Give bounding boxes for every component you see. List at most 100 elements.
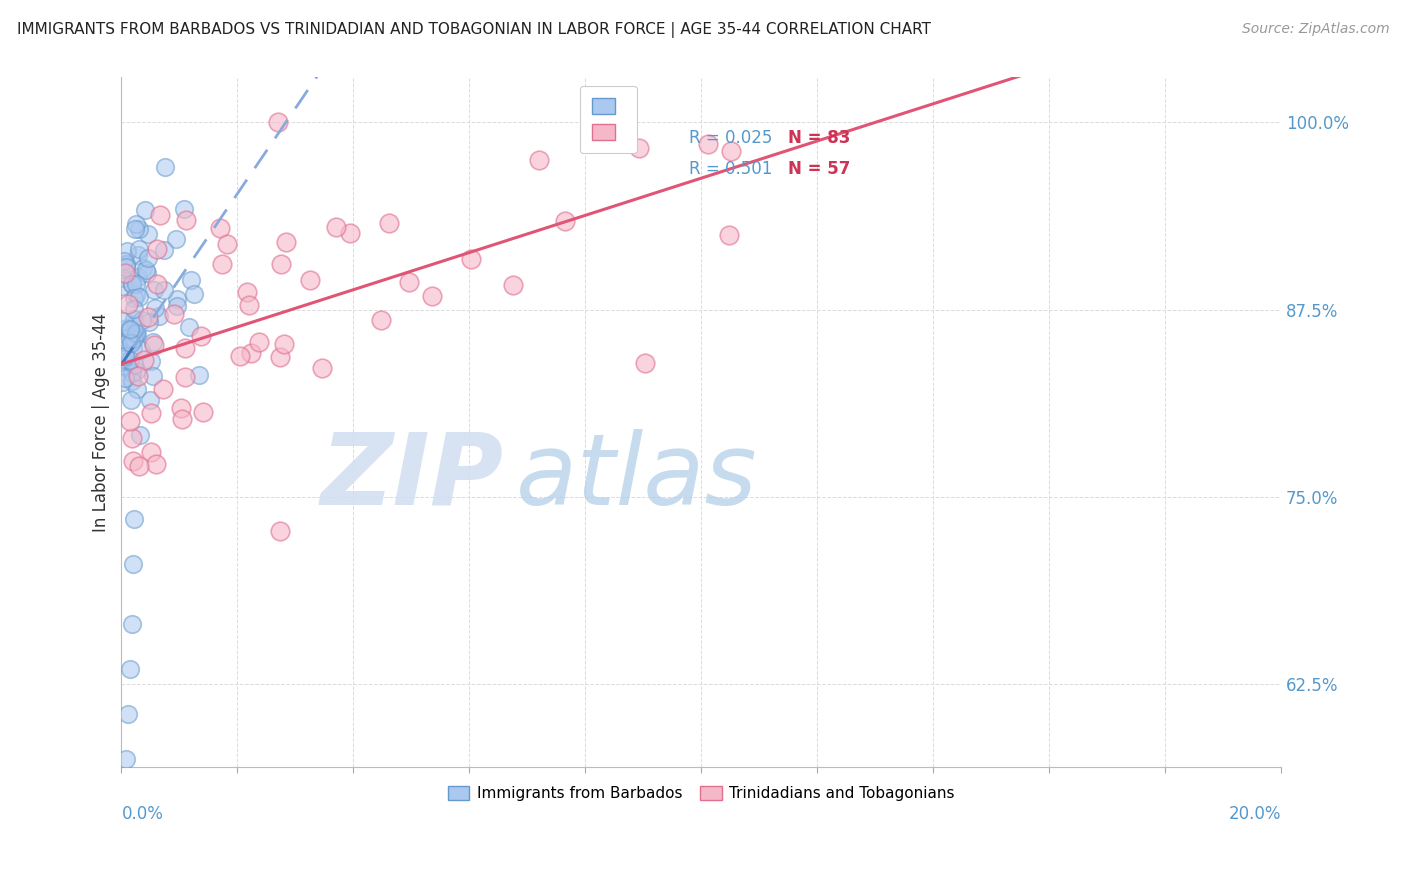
Point (128, 459, 150, 474)
Point (114, 338, 136, 352)
Point (121, 342, 143, 356)
Point (139, 406, 162, 420)
Point (148, 309, 170, 323)
Point (129, 343, 152, 358)
Point (118, 414, 141, 428)
Point (111, 351, 134, 366)
Point (128, 290, 150, 304)
Point (128, 222, 150, 236)
Text: N = 57: N = 57 (787, 160, 851, 178)
Point (136, 227, 159, 242)
Point (143, 338, 166, 352)
Point (127, 248, 149, 262)
Point (136, 251, 159, 265)
Point (139, 393, 162, 408)
Point (120, 330, 142, 344)
Text: N = 83: N = 83 (787, 128, 851, 146)
Point (598, 128, 620, 142)
Point (125, 288, 148, 302)
Point (325, 219, 347, 234)
Point (121, 277, 143, 292)
Point (111, 314, 134, 328)
Point (132, 352, 155, 367)
Point (114, 370, 136, 384)
Point (145, 301, 167, 315)
Point (142, 334, 165, 349)
Point (125, 217, 148, 231)
Point (124, 329, 146, 343)
Point (125, 326, 148, 340)
Point (124, 221, 146, 235)
Point (118, 353, 141, 368)
Point (125, 364, 148, 378)
Point (127, 369, 149, 384)
Point (121, 617, 143, 632)
Point (717, 227, 740, 242)
Point (112, 254, 135, 268)
Point (128, 242, 150, 256)
Text: 0.0%: 0.0% (121, 805, 163, 823)
Point (120, 662, 142, 676)
Point (142, 368, 165, 383)
Point (180, 273, 202, 287)
Point (238, 297, 260, 311)
Point (127, 269, 149, 284)
Point (311, 361, 333, 376)
Point (138, 315, 160, 329)
Point (115, 321, 138, 335)
Text: Source: ZipAtlas.com: Source: ZipAtlas.com (1241, 22, 1389, 37)
Legend: Immigrants from Barbados, Trinidadians and Tobagonians: Immigrants from Barbados, Trinidadians a… (441, 780, 962, 807)
Point (145, 242, 167, 256)
Point (134, 202, 156, 217)
Point (118, 322, 141, 336)
Point (239, 345, 262, 359)
Point (166, 299, 188, 313)
Point (125, 382, 148, 396)
Point (190, 329, 212, 343)
Point (122, 332, 145, 346)
Point (122, 291, 145, 305)
Point (152, 383, 174, 397)
Text: ZIP: ZIP (321, 429, 505, 525)
Point (554, 214, 576, 228)
Point (120, 335, 142, 350)
Point (117, 297, 139, 311)
Point (627, 140, 650, 154)
Point (166, 292, 188, 306)
Point (173, 341, 195, 355)
Point (114, 349, 136, 363)
Point (170, 401, 193, 415)
Point (118, 322, 141, 336)
Point (211, 257, 233, 271)
Point (378, 216, 401, 230)
Point (152, 283, 174, 297)
Point (118, 330, 141, 344)
Point (720, 144, 742, 158)
Point (115, 244, 138, 259)
Point (146, 277, 169, 291)
Point (117, 334, 139, 349)
Point (162, 308, 184, 322)
Point (165, 231, 187, 245)
Point (269, 524, 291, 538)
Point (139, 444, 162, 458)
Point (145, 457, 167, 471)
Point (117, 707, 139, 722)
Point (270, 257, 292, 271)
Point (139, 354, 162, 368)
Point (420, 289, 443, 303)
Point (634, 355, 657, 369)
Point (149, 208, 172, 222)
Point (183, 287, 205, 301)
Point (124, 312, 146, 326)
Point (135, 263, 157, 277)
Point (173, 370, 195, 384)
Point (696, 136, 718, 151)
Point (117, 360, 139, 375)
Point (122, 512, 145, 526)
Point (111, 278, 134, 293)
Point (115, 752, 138, 766)
Point (114, 260, 136, 274)
Point (122, 359, 145, 373)
Point (122, 558, 145, 572)
